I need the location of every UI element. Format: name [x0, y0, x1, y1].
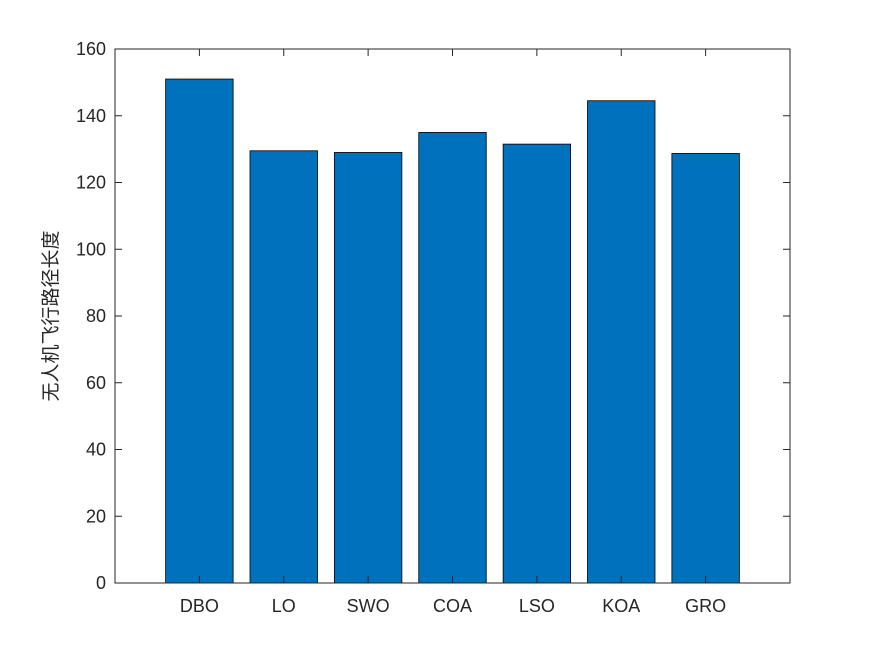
y-tick-label: 80: [86, 306, 106, 326]
y-tick-label: 40: [86, 440, 106, 460]
y-tick-label: 20: [86, 506, 106, 526]
bar-lso: [502, 143, 572, 584]
x-ticks-group: DBO LO SWO COA LSO KOA GRO: [180, 49, 726, 616]
y-ticks-group: 0 20 40 60 80 100 120 140 160: [76, 39, 790, 593]
bar-koa: [587, 100, 656, 584]
bar-gro: [671, 153, 740, 584]
y-axis-label: 无人机飞行路径长度: [40, 230, 62, 401]
bar-dbo: [165, 78, 234, 584]
y-tick-label: 60: [86, 373, 106, 393]
bar-lo: [249, 150, 318, 584]
y-tick-label: 140: [76, 106, 106, 126]
y-tick-label: 160: [76, 39, 106, 59]
x-tick-label: LSO: [519, 596, 555, 616]
bar-coa: [418, 132, 487, 584]
x-tick-label: GRO: [685, 596, 726, 616]
y-tick-label: 0: [96, 573, 106, 593]
y-tick-label: 100: [76, 239, 106, 259]
bars-group: [165, 78, 740, 584]
y-tick-label: 120: [76, 173, 106, 193]
x-tick-label: KOA: [602, 596, 640, 616]
x-tick-label: LO: [272, 596, 296, 616]
x-tick-label: DBO: [180, 596, 219, 616]
x-tick-label: COA: [433, 596, 472, 616]
bar-swo: [333, 152, 403, 584]
x-tick-label: SWO: [347, 596, 390, 616]
